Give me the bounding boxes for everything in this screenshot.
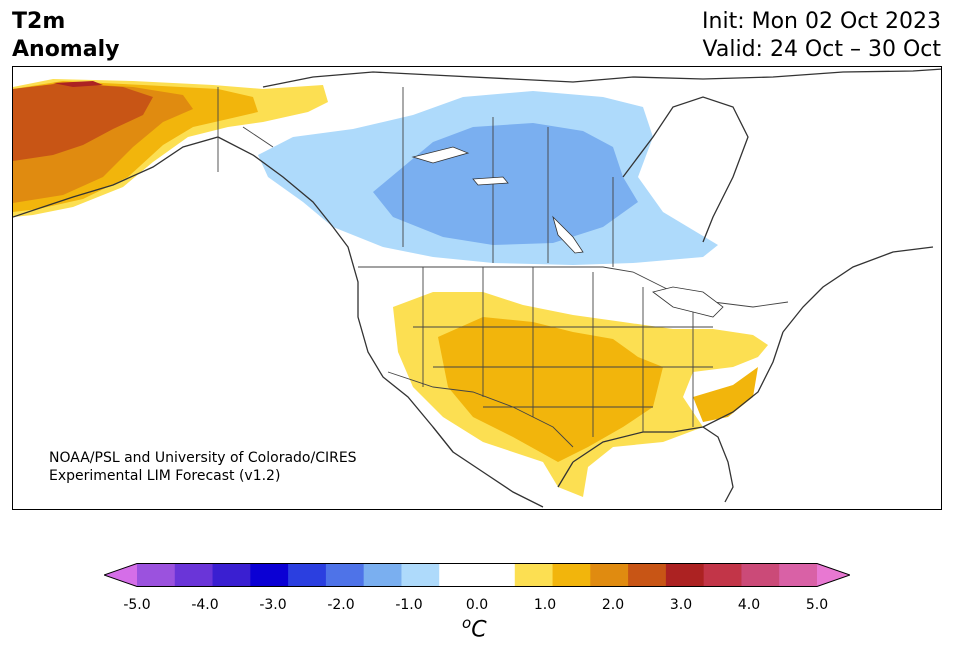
colorbar-tick-label: 0.0 [465,597,489,613]
colorbar-segment [137,563,176,587]
colorbar-segment [477,563,516,587]
anomaly-map [12,66,942,510]
colorbar-tick-label: 3.0 [669,597,693,613]
great-lakes [652,286,724,318]
colorbar-segment [779,563,818,587]
colorbar-segment [363,563,402,587]
title-line-2: Anomaly [12,37,120,62]
colorbar-segment [552,563,591,587]
coastline-alaska [13,136,334,228]
colorbar-tick-label: 4.0 [737,597,761,613]
colorbar-segment [628,563,667,587]
colorbar-segment [288,563,327,587]
coastline-west [332,226,454,453]
colorbar-unit: oC [462,614,487,642]
mexico-coast [432,426,574,508]
title-line-1: T2m [12,9,66,34]
colorbar [104,563,850,587]
coastline-arctic [262,68,941,88]
province-borders [242,87,614,267]
forecast-dates: Init: Mon 02 Oct 2023 Valid: 24 Oct – 30… [702,8,941,64]
valid-period: Valid: 24 Oct – 30 Oct [702,37,941,62]
colorbar-segment [439,563,478,587]
colorbar-segment [174,563,214,587]
colorbar-segment [665,563,705,587]
us-southeast-warm-core [693,367,758,422]
colorbar-tick-label: -5.0 [123,597,151,613]
colorbar-segment [250,563,289,587]
us-canada-border [358,266,789,308]
colorbar-tick-label: 5.0 [805,597,829,613]
colorbar-segment [703,563,742,587]
great-bear-lake [411,146,470,164]
init-date: Init: Mon 02 Oct 2023 [702,9,941,34]
colorbar-tick-label: 1.0 [533,597,557,613]
us-mexico-border [387,371,574,448]
unit-prefix: o [462,614,472,632]
coastline-east [782,246,934,333]
colorbar-outline [104,563,850,587]
colorbar-extend-low [104,563,137,587]
credit-line-1: NOAA/PSL and University of Colorado/CIRE… [49,450,357,466]
great-slave-lake [472,176,509,186]
colorbar-segment [212,563,251,587]
colorbar-tick-label: -3.0 [259,597,287,613]
colorbar-tick-label: 2.0 [601,597,625,613]
colorbar-segment [401,563,440,587]
chart-title: T2m Anomaly [12,8,119,64]
alaska-warm-core-4 [53,81,103,87]
florida [702,426,734,503]
colorbar-segment [514,563,554,587]
colorbar-tick-label: -4.0 [191,597,219,613]
credit-line-2: Experimental LIM Forecast (v1.2) [49,468,281,484]
credit-text: NOAA/PSL and University of Colorado/CIRE… [49,449,357,485]
colorbar-tick-label: -2.0 [327,597,355,613]
colorbar-segment [741,563,780,587]
colorbar-tick-label: -1.0 [395,597,423,613]
us-south-warm-core [438,317,663,462]
alaska-warm-core-3 [13,83,153,161]
hudson-bay [622,96,749,243]
colorbar-segment [325,563,365,587]
state-borders [413,267,713,437]
unit-symbol: C [471,617,487,643]
lake-winnipeg [552,215,584,254]
colorbar-segment [590,563,629,587]
colorbar-extend-high [817,563,850,587]
